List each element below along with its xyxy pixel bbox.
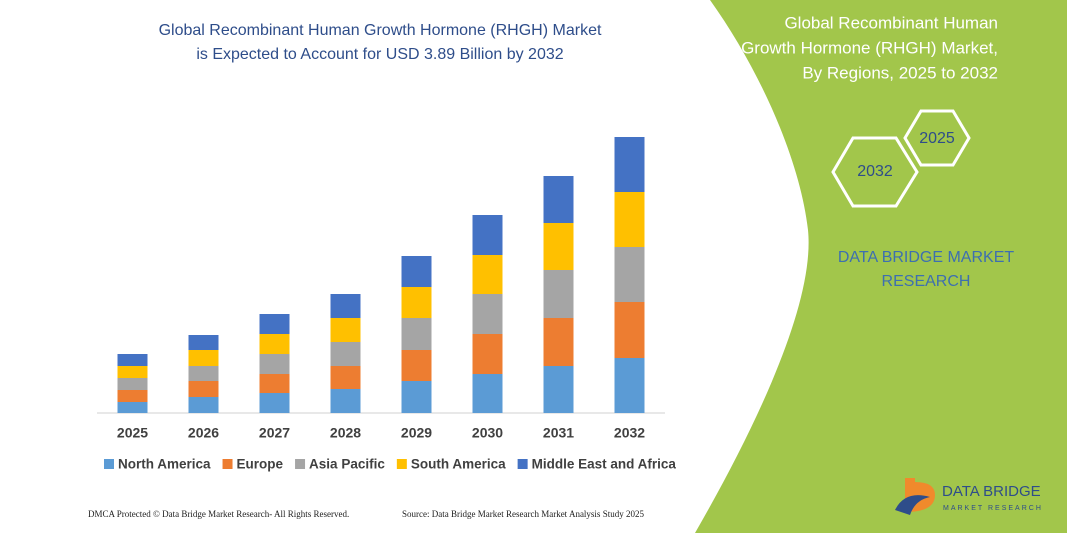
bar-segment — [543, 176, 574, 223]
x-tick-label: 2029 — [401, 425, 432, 441]
bar-segment — [472, 215, 503, 255]
x-tick-label: 2028 — [330, 425, 361, 441]
x-tick-label: 2030 — [472, 425, 503, 441]
bar-segment — [259, 374, 290, 393]
bar-segment — [117, 402, 148, 413]
hexagon — [903, 109, 971, 167]
legend-swatch — [104, 459, 114, 469]
x-tick-label: 2031 — [543, 425, 574, 441]
bar-segment — [330, 294, 361, 318]
bar-segment — [188, 381, 219, 397]
legend-label: North America — [118, 457, 211, 472]
hexagon-label: 2032 — [857, 163, 893, 180]
legend-label: Middle East and Africa — [532, 457, 677, 472]
logo-tagline: MARKET RESEARCH — [943, 505, 1043, 512]
legend-swatch — [222, 459, 233, 469]
bar-segment — [188, 350, 219, 366]
bar-segment — [117, 366, 148, 378]
hexagon-label: 2025 — [919, 130, 955, 147]
legend-label: South America — [411, 457, 506, 472]
footer-left: DMCA Protected © Data Bridge Market Rese… — [88, 509, 349, 519]
bar-segment — [614, 247, 645, 302]
bar-segment — [472, 255, 503, 294]
x-tick-label: 2032 — [614, 425, 645, 441]
bar-segment — [330, 366, 361, 389]
bar-segment — [117, 390, 148, 402]
bar-segment — [117, 378, 148, 390]
legend-label: Europe — [237, 457, 284, 472]
x-tick-label: 2026 — [188, 425, 219, 441]
panel-title: Global Recombinant Human — [784, 13, 998, 32]
bar-segment — [401, 256, 432, 287]
legend-swatch — [295, 459, 306, 469]
side-panel — [695, 0, 1067, 533]
hexagon — [831, 136, 919, 208]
bar-segment — [401, 350, 432, 381]
legend-swatch — [396, 459, 407, 469]
bar-segment — [259, 354, 290, 374]
bar-segment — [259, 334, 290, 354]
bar-segment — [401, 318, 432, 350]
bar-segment — [259, 393, 290, 413]
bar-segment — [472, 294, 503, 334]
bar-segment — [543, 366, 574, 413]
chart-title: Global Recombinant Human Growth Hormone … — [159, 22, 602, 39]
x-tick-label: 2027 — [259, 425, 290, 441]
bar-segment — [330, 342, 361, 366]
bar-segment — [614, 302, 645, 358]
bar-segment — [188, 335, 219, 350]
bar-segment — [188, 366, 219, 381]
bar-segment — [330, 389, 361, 413]
footer-right: Source: Data Bridge Market Research Mark… — [402, 509, 644, 519]
bar-segment — [614, 137, 645, 192]
brand-text: RESEARCH — [882, 273, 971, 290]
bar-segment — [401, 381, 432, 413]
bar-segment — [472, 374, 503, 413]
bar-segment — [543, 223, 574, 270]
bar-segment — [330, 318, 361, 342]
bar-segment — [259, 314, 290, 334]
logo-icon — [895, 495, 930, 515]
bar-segment — [117, 354, 148, 366]
bar-segment — [188, 397, 219, 413]
bar-segment — [614, 192, 645, 247]
bar-segment — [543, 318, 574, 366]
logo-name: DATA BRIDGE — [942, 483, 1041, 500]
chart-title: is Expected to Account for USD 3.89 Bill… — [196, 46, 563, 63]
brand-text: DATA BRIDGE MARKET — [838, 249, 1015, 266]
legend-swatch — [517, 459, 528, 469]
panel-title: By Regions, 2025 to 2032 — [802, 63, 998, 82]
bar-segment — [614, 358, 645, 413]
bar-segment — [543, 270, 574, 318]
bar-segment — [401, 287, 432, 318]
panel-title: Growth Hormone (RHGH) Market, — [741, 38, 998, 57]
x-tick-label: 2025 — [117, 425, 148, 441]
legend-label: Asia Pacific — [309, 457, 385, 472]
bar-segment — [472, 334, 503, 374]
